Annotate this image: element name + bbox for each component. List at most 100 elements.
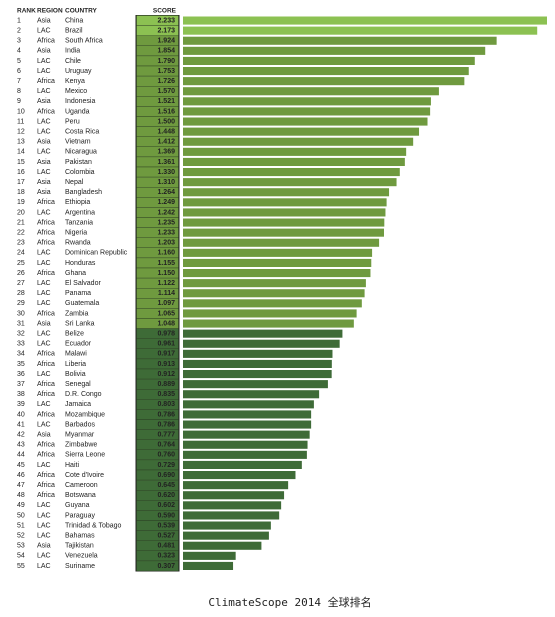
country: Zambia (65, 310, 88, 317)
country: D.R. Congo (65, 391, 102, 398)
country: Bangladesh (65, 189, 102, 196)
region: Africa (37, 38, 55, 45)
score-label: 1.203 (157, 240, 175, 247)
rank: 25 (17, 260, 25, 267)
country: Cameroon (65, 482, 98, 489)
country: Brazil (65, 27, 83, 34)
bar (183, 117, 428, 126)
score-label: 0.803 (157, 401, 175, 408)
bar (183, 269, 371, 278)
country: Liberia (65, 361, 86, 368)
score-label: 0.620 (157, 492, 175, 499)
rank: 43 (17, 442, 25, 449)
region: LAC (37, 462, 51, 469)
rank: 8 (17, 88, 21, 95)
country: Chile (65, 58, 81, 65)
score-label: 1.233 (157, 229, 175, 236)
region: LAC (37, 341, 51, 348)
bar (183, 168, 400, 177)
score-label: 1.412 (157, 139, 175, 146)
region: LAC (37, 27, 51, 34)
score-label: 0.323 (157, 553, 175, 560)
column-header: REGION (37, 8, 63, 15)
rank: 21 (17, 219, 25, 226)
region: Africa (37, 492, 55, 499)
region: Africa (37, 351, 55, 358)
rank: 9 (17, 98, 21, 105)
score-label: 1.361 (157, 159, 175, 166)
country: Nigeria (65, 229, 87, 236)
bar (183, 36, 497, 45)
bar (183, 339, 340, 348)
bar (183, 329, 343, 338)
rank: 42 (17, 431, 25, 438)
region: Africa (37, 270, 55, 277)
rank: 7 (17, 78, 21, 85)
region: LAC (37, 280, 51, 287)
country: Nicaragua (65, 149, 97, 156)
country: China (65, 17, 83, 24)
country: Peru (65, 118, 80, 125)
region: LAC (37, 421, 51, 428)
rank: 31 (17, 320, 25, 327)
score-label: 1.150 (157, 270, 175, 277)
country: Kenya (65, 78, 85, 85)
score-label: 1.369 (157, 149, 175, 156)
region: LAC (37, 88, 51, 95)
rank: 22 (17, 229, 25, 236)
score-label: 0.889 (157, 381, 175, 388)
score-label: 2.173 (157, 27, 175, 34)
score-label: 0.835 (157, 391, 175, 398)
column-header: RANK (17, 8, 36, 15)
rank: 35 (17, 361, 25, 368)
score-label: 1.854 (157, 48, 175, 55)
score-label: 1.048 (157, 320, 175, 327)
rank: 26 (17, 270, 25, 277)
region: LAC (37, 68, 51, 75)
country: Mexico (65, 88, 87, 95)
score-label: 0.764 (157, 442, 175, 449)
rank: 39 (17, 401, 25, 408)
bar (183, 319, 354, 328)
bar (183, 248, 373, 257)
country: Argentina (65, 209, 95, 216)
score-label: 1.330 (157, 169, 175, 176)
region: Africa (37, 411, 55, 418)
rank: 1 (17, 17, 21, 24)
country: Uganda (65, 108, 90, 115)
bar (183, 491, 285, 500)
country: Zimbabwe (65, 442, 97, 449)
bar (183, 551, 236, 560)
rank: 24 (17, 250, 25, 257)
column-header: COUNTRY (65, 8, 98, 15)
bar (183, 521, 271, 530)
bar (183, 87, 439, 96)
bar (183, 460, 302, 469)
country: Myanmar (65, 431, 95, 438)
score-label: 0.602 (157, 502, 175, 509)
bar (183, 228, 384, 237)
region: LAC (37, 169, 51, 176)
score-label: 1.726 (157, 78, 175, 85)
bar (183, 16, 547, 25)
bar (183, 410, 312, 419)
bar (183, 127, 420, 136)
region: LAC (37, 290, 51, 297)
rank: 32 (17, 330, 25, 337)
bar (183, 198, 387, 207)
score-label: 1.310 (157, 179, 175, 186)
region: Africa (37, 442, 55, 449)
country: Rwanda (65, 240, 91, 247)
score-label: 1.570 (157, 88, 175, 95)
score-label: 1.122 (157, 280, 175, 287)
score-label: 0.645 (157, 482, 175, 489)
region: Africa (37, 472, 55, 479)
country: Bahamas (65, 532, 95, 539)
bar (183, 481, 289, 490)
rank: 29 (17, 300, 25, 307)
rank: 13 (17, 139, 25, 146)
score-label: 1.516 (157, 108, 175, 115)
rank: 38 (17, 391, 25, 398)
country: Bolivia (65, 371, 86, 378)
